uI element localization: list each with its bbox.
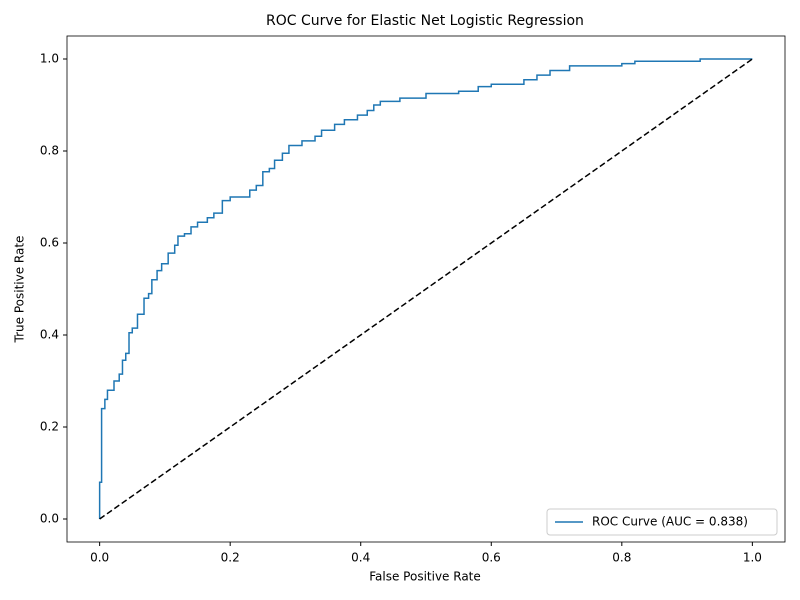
y-axis-label: True Positive Rate <box>13 236 27 344</box>
y-tick-label: 1.0 <box>40 52 59 66</box>
y-tick-label: 0.0 <box>40 512 59 526</box>
x-tick-label: 0.8 <box>612 551 631 565</box>
legend-box <box>546 508 778 536</box>
chart-title: ROC Curve for Elastic Net Logistic Regre… <box>266 13 584 29</box>
y-tick-label: 0.8 <box>40 144 59 158</box>
x-tick-label: 0.2 <box>221 551 240 565</box>
x-axis-label: False Positive Rate <box>369 570 481 584</box>
x-tick-label: 1.0 <box>743 551 762 565</box>
x-tick-label: 0.6 <box>482 551 501 565</box>
y-tick-label: 0.6 <box>40 236 59 250</box>
reference-line <box>99 58 753 520</box>
legend-label: ROC Curve (AUC = 0.838) <box>592 515 748 529</box>
x-tick-label: 0.4 <box>351 551 370 565</box>
y-tick-label: 0.2 <box>40 420 59 434</box>
x-tick-label: 0.0 <box>90 551 109 565</box>
y-tick-label: 0.4 <box>40 328 59 342</box>
plot-frame <box>66 35 786 543</box>
roc-line <box>98 58 753 519</box>
